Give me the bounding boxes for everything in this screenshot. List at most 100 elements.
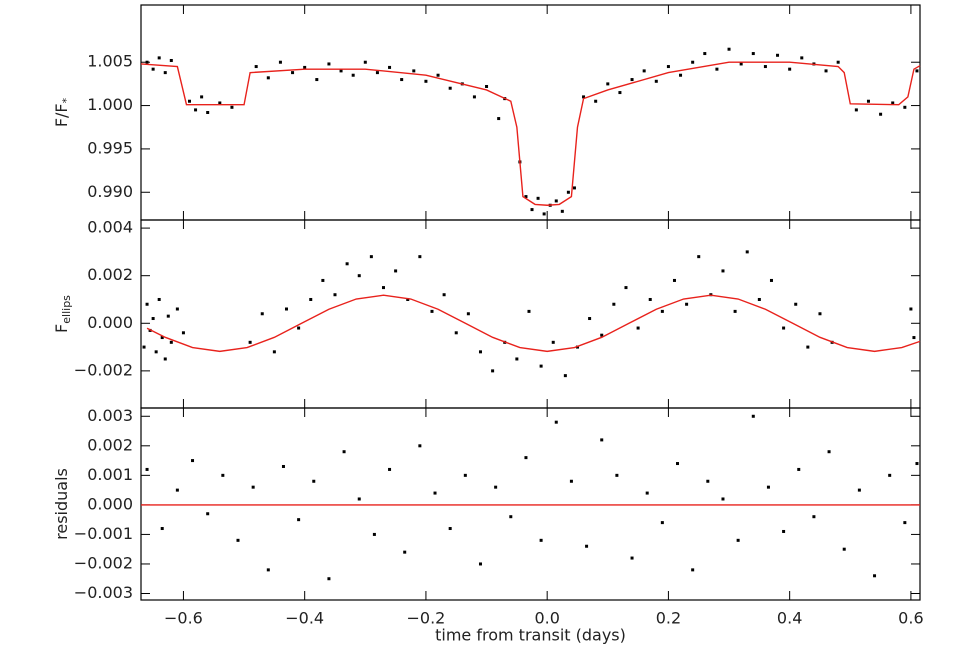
data-point (206, 512, 210, 516)
data-point (388, 65, 392, 69)
data-point (266, 568, 270, 572)
data-point (569, 479, 573, 483)
data-point (648, 297, 652, 301)
data-point (424, 79, 428, 83)
data-point (654, 79, 658, 83)
y-tick-label: 1.005 (87, 52, 133, 71)
data-point (309, 297, 313, 301)
data-point (321, 278, 325, 282)
data-point (448, 527, 452, 531)
data-point (806, 345, 810, 349)
data-point (618, 91, 622, 95)
y-tick-label: −0.001 (74, 524, 133, 543)
data-point (745, 250, 749, 254)
data-point (909, 307, 913, 311)
data-point (630, 556, 634, 560)
data-point (751, 414, 755, 418)
data-point (151, 317, 155, 321)
data-point (585, 544, 589, 548)
y-axis-label: F/F* (52, 97, 74, 127)
data-point (230, 105, 234, 109)
data-point (154, 350, 158, 354)
data-point (721, 269, 725, 273)
data-point (842, 547, 846, 551)
data-point (485, 84, 489, 88)
data-point (854, 108, 858, 112)
x-tick-label: 0.0 (534, 609, 559, 628)
data-point (157, 56, 161, 60)
data-point (388, 467, 392, 471)
data-point (400, 78, 404, 82)
data-point (615, 473, 619, 477)
data-point (660, 521, 664, 525)
data-point (403, 550, 407, 554)
y-axis-label: residuals (52, 468, 71, 540)
data-point (912, 336, 916, 340)
data-point (142, 345, 146, 349)
data-point (551, 340, 555, 344)
data-point (736, 538, 740, 542)
data-point (160, 527, 164, 531)
data-point (800, 56, 804, 60)
data-point (697, 255, 701, 259)
data-point (727, 47, 731, 51)
data-point (536, 196, 540, 200)
y-tick-label: 0.990 (87, 182, 133, 201)
data-point (291, 71, 295, 75)
data-point (715, 67, 719, 71)
data-point (206, 111, 210, 114)
data-point (515, 357, 519, 361)
data-point (333, 293, 337, 297)
data-point (827, 450, 831, 454)
data-point (594, 99, 598, 103)
y-tick-label: 0.995 (87, 138, 133, 157)
data-point (566, 190, 570, 194)
data-point (497, 117, 501, 121)
data-point (766, 485, 770, 489)
panel-frame (140, 219, 921, 409)
data-point (794, 302, 798, 306)
data-point (539, 538, 543, 542)
data-point (606, 82, 610, 86)
data-point (297, 518, 301, 522)
data-point (466, 312, 470, 316)
data-point (769, 278, 773, 282)
data-point (539, 364, 543, 368)
data-point (478, 562, 482, 566)
data-point (572, 186, 576, 190)
y-axis-label-main: F/F (52, 103, 71, 127)
data-point (739, 62, 743, 66)
y-tick-label: 0.000 (87, 494, 133, 513)
y-axis-label-sub: * (60, 97, 73, 103)
data-point (187, 99, 191, 103)
data-point (175, 307, 179, 311)
y-tick-label: 0.003 (87, 406, 133, 425)
y-tick-label: 0.004 (87, 218, 133, 237)
data-point (254, 65, 258, 69)
data-point (357, 497, 361, 501)
data-point (751, 52, 755, 56)
data-point (582, 95, 586, 99)
data-point (818, 312, 822, 316)
data-point (642, 69, 646, 73)
data-point (163, 357, 167, 361)
data-point (645, 491, 649, 495)
data-point (636, 326, 640, 330)
data-point (381, 286, 385, 290)
data-point (915, 462, 919, 466)
data-point (691, 60, 695, 64)
data-point (442, 293, 446, 297)
data-point (266, 76, 270, 80)
data-point (297, 326, 301, 330)
data-point (342, 450, 346, 454)
data-point (191, 459, 195, 463)
y-tick-label: 0.000 (87, 313, 133, 332)
data-point (406, 297, 410, 301)
data-point (706, 479, 710, 483)
data-point (478, 350, 482, 354)
data-point (788, 67, 792, 71)
data-point (824, 69, 828, 73)
data-point (836, 60, 840, 64)
data-point (660, 309, 664, 313)
